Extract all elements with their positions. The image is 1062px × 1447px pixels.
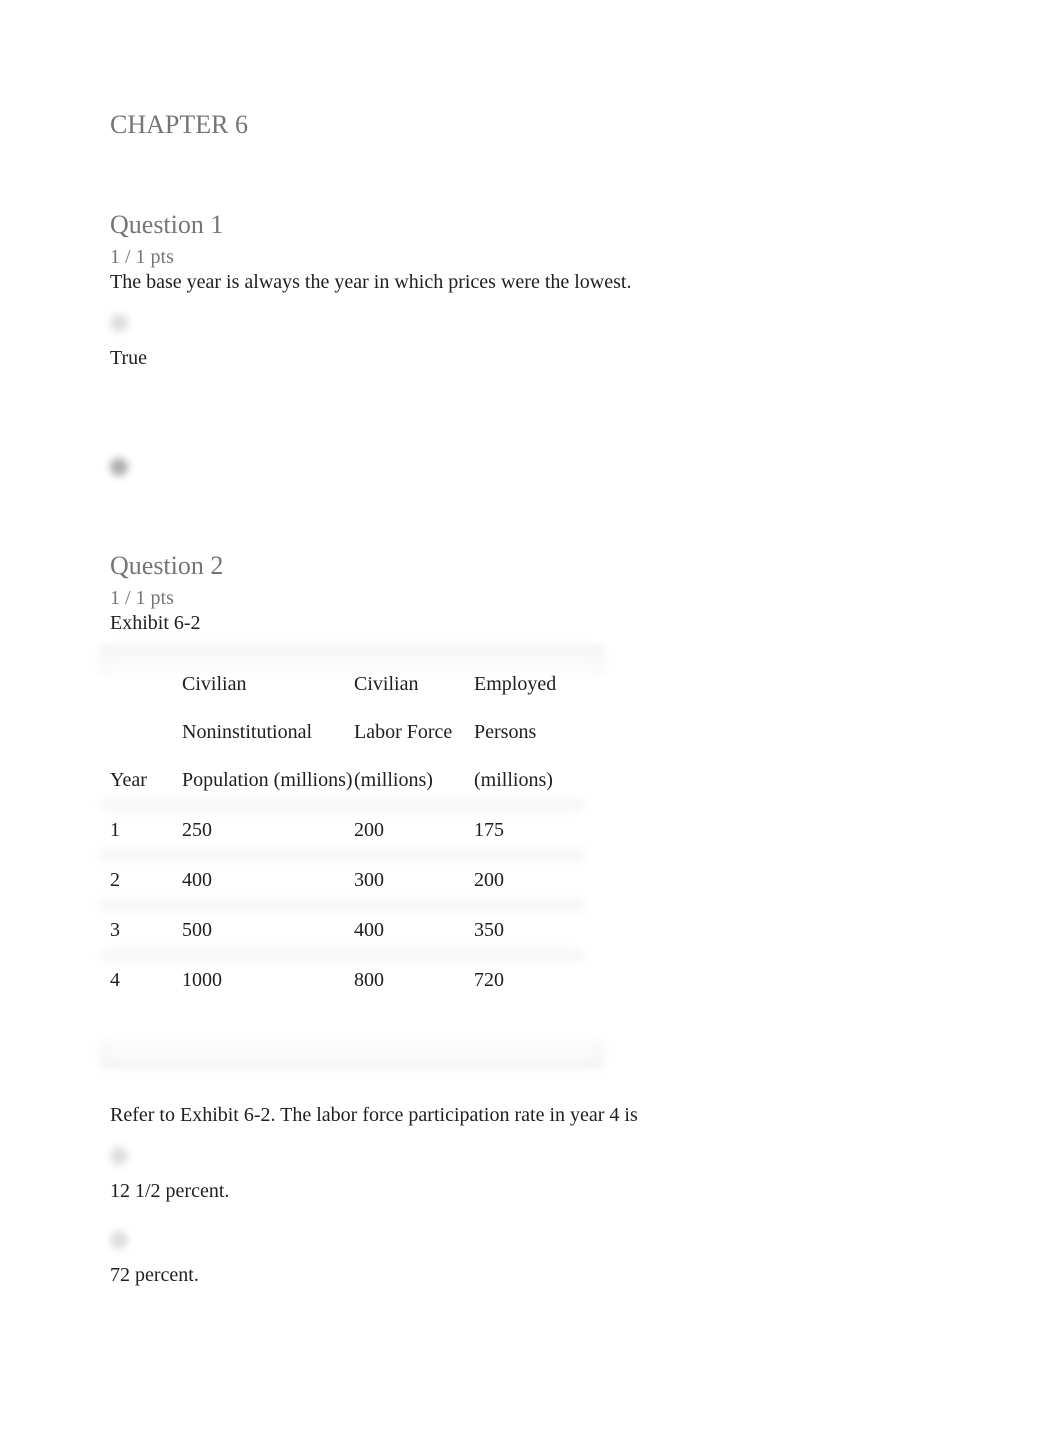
cell-emp: 175 xyxy=(474,811,574,849)
cell-pop: 1000 xyxy=(182,961,354,999)
cell-emp: 350 xyxy=(474,911,574,949)
q2-answer-b: 72 percent. xyxy=(110,1231,952,1287)
exhibit-label: Exhibit 6-2 xyxy=(110,612,952,635)
q1-answer-true: True xyxy=(110,314,952,370)
data-table: Civilian Civilian Employed Noninstitutio… xyxy=(110,665,574,999)
table-row: 1 250 200 175 xyxy=(110,811,574,849)
question-2-prompt: Refer to Exhibit 6-2. The labor force pa… xyxy=(110,1104,952,1127)
radio-icon[interactable] xyxy=(110,314,128,332)
cell-year: 3 xyxy=(110,911,182,949)
cell-pop: 400 xyxy=(182,861,354,899)
answer-label: 12 1/2 percent. xyxy=(110,1180,229,1202)
table-header: (millions) xyxy=(474,761,574,799)
question-2-title: Question 2 xyxy=(110,551,952,581)
question-1-text: The base year is always the year in whic… xyxy=(110,271,952,294)
question-1-points: 1 / 1 pts xyxy=(110,246,952,269)
radio-icon[interactable] xyxy=(110,1231,128,1249)
question-1-title: Question 1 xyxy=(110,210,952,240)
table-header: Year xyxy=(110,761,182,799)
table-header: Civilian xyxy=(354,665,474,703)
table-row: 3 500 400 350 xyxy=(110,911,574,949)
radio-icon[interactable] xyxy=(110,458,128,476)
q1-answer-hidden xyxy=(110,458,952,491)
cell-year: 2 xyxy=(110,861,182,899)
cell-year: 4 xyxy=(110,961,182,999)
table-header: Employed xyxy=(474,665,574,703)
answer-label: True xyxy=(110,347,147,369)
table-header: Population (millions) xyxy=(182,761,354,799)
cell-lf: 300 xyxy=(354,861,474,899)
table-row: 2 400 300 200 xyxy=(110,861,574,899)
table-header: Civilian xyxy=(182,665,354,703)
cell-pop: 250 xyxy=(182,811,354,849)
question-1: Question 1 1 / 1 pts The base year is al… xyxy=(110,210,952,491)
chapter-title: CHAPTER 6 xyxy=(110,110,952,140)
answer-label: 72 percent. xyxy=(110,1264,199,1286)
cell-lf: 200 xyxy=(354,811,474,849)
radio-icon[interactable] xyxy=(110,1147,128,1165)
cell-lf: 800 xyxy=(354,961,474,999)
cell-emp: 200 xyxy=(474,861,574,899)
table-header: Noninstitutional xyxy=(182,713,354,751)
table-header: Labor Force xyxy=(354,713,474,751)
table-header: (millions) xyxy=(354,761,474,799)
question-2-points: 1 / 1 pts xyxy=(110,587,952,610)
table-header xyxy=(110,665,182,703)
table-row: 4 1000 800 720 xyxy=(110,961,574,999)
cell-lf: 400 xyxy=(354,911,474,949)
exhibit-table: Civilian Civilian Employed Noninstitutio… xyxy=(110,655,594,1059)
q2-answer-a: 12 1/2 percent. xyxy=(110,1147,952,1203)
table-header: Persons xyxy=(474,713,574,751)
cell-year: 1 xyxy=(110,811,182,849)
question-2: Question 2 1 / 1 pts Exhibit 6-2 Civilia… xyxy=(110,551,952,1287)
cell-emp: 720 xyxy=(474,961,574,999)
cell-pop: 500 xyxy=(182,911,354,949)
